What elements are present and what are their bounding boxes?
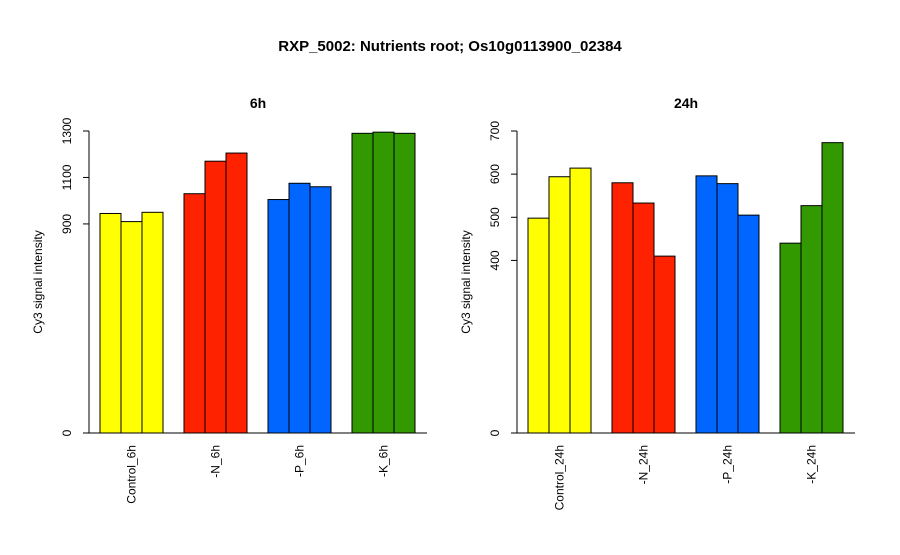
bar bbox=[695, 175, 718, 434]
y-tick-label: 1300 bbox=[60, 117, 74, 144]
x-tick-label: Control_24h bbox=[553, 445, 567, 510]
bar bbox=[120, 221, 143, 434]
bar bbox=[632, 202, 655, 434]
y-tick-label: 400 bbox=[488, 250, 502, 270]
bar bbox=[309, 186, 332, 434]
bar bbox=[267, 199, 290, 434]
bar bbox=[141, 211, 164, 434]
bar bbox=[569, 167, 592, 434]
chart-title: 6h bbox=[250, 95, 266, 111]
x-tick-label: -N_24h bbox=[637, 445, 651, 484]
bar bbox=[779, 242, 802, 434]
chart-title: 24h bbox=[674, 95, 698, 111]
bar bbox=[800, 205, 823, 434]
y-tick-label: 1100 bbox=[60, 164, 74, 190]
bar bbox=[288, 182, 311, 434]
y-tick-label: 0 bbox=[488, 429, 502, 436]
bar bbox=[204, 160, 227, 434]
bar bbox=[611, 182, 634, 434]
x-tick-label: -K_24h bbox=[805, 445, 819, 484]
y-axis-label: Cy3 signal intensity bbox=[31, 230, 45, 333]
bar bbox=[225, 152, 248, 434]
x-tick-label: -K_6h bbox=[377, 445, 391, 477]
page-title: RXP_5002: Nutrients root; Os10g0113900_0… bbox=[278, 38, 622, 55]
x-tick-label: Control_6h bbox=[125, 445, 139, 504]
bar bbox=[821, 142, 844, 434]
bar bbox=[716, 183, 739, 434]
bar bbox=[393, 132, 416, 434]
bar bbox=[548, 176, 571, 434]
bar bbox=[351, 132, 374, 434]
y-tick-label: 700 bbox=[488, 121, 502, 141]
bar bbox=[737, 214, 760, 434]
bar bbox=[372, 131, 395, 434]
x-tick-label: -P_24h bbox=[721, 445, 735, 484]
x-tick-label: -P_6h bbox=[293, 445, 307, 477]
bar bbox=[183, 193, 206, 434]
y-tick-label: 500 bbox=[488, 207, 502, 227]
bar bbox=[99, 212, 122, 434]
bar bbox=[527, 217, 550, 434]
y-axis-label: Cy3 signal intensity bbox=[459, 230, 473, 333]
chart-panel-1: 24h Cy3 signal intensity 0 400 500 600 700 Cont… bbox=[459, 95, 855, 510]
y-tick-label: 900 bbox=[60, 214, 74, 234]
y-tick-label: 0 bbox=[60, 429, 74, 436]
bar bbox=[653, 255, 676, 434]
x-tick-label: -N_6h bbox=[209, 445, 223, 478]
chart-panel-0: 6h Cy3 signal intensity 0 900 1100 1300 Contro… bbox=[31, 95, 427, 504]
y-tick-label: 600 bbox=[488, 164, 502, 184]
